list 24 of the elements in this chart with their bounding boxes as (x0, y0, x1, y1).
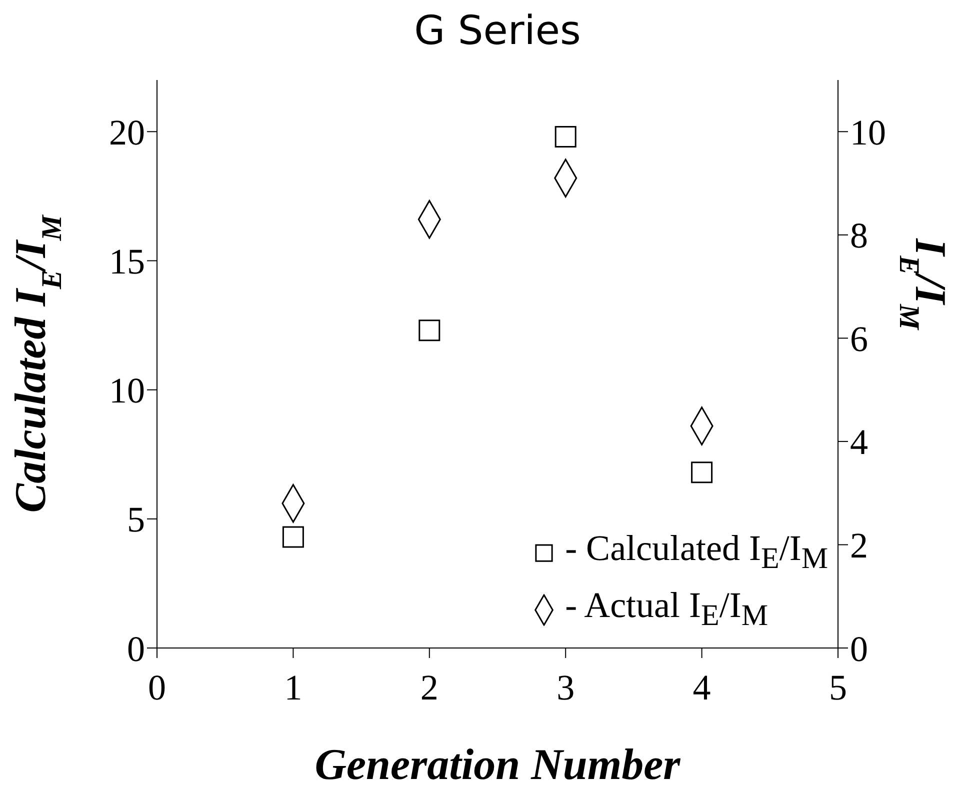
x-tick-label: 5 (829, 668, 847, 708)
x-tick-label: 4 (692, 668, 711, 708)
point (554, 126, 576, 148)
y2-tick-label: 2 (850, 526, 868, 566)
y-tick-label: 10 (109, 370, 145, 411)
y2-tick-label: 6 (850, 318, 868, 359)
y-tick-label: 20 (109, 112, 145, 152)
y2-tick-label: 0 (850, 628, 868, 669)
y2-tick-label: 10 (850, 112, 886, 152)
point (282, 526, 304, 548)
point (691, 462, 713, 484)
y-tick-label: 5 (127, 500, 145, 540)
point (418, 320, 440, 342)
x-tick-label: 1 (284, 668, 302, 708)
legend-label: - Calculated I$_{E}$/I$_{M}$ (565, 526, 828, 577)
x-tick-label: 2 (420, 668, 438, 708)
y-tick-label: 0 (127, 628, 145, 669)
legend-label: - Actual I$_{E}$/I$_{M}$ (565, 584, 768, 634)
y2-tick-label: 4 (850, 422, 868, 462)
x-tick-label: 3 (556, 668, 575, 708)
y2-tick-label: 8 (850, 216, 868, 256)
chart-title: G Series (413, 8, 582, 54)
y-tick-label: 15 (109, 242, 145, 282)
x-axis-title: Generation Number (314, 740, 682, 789)
